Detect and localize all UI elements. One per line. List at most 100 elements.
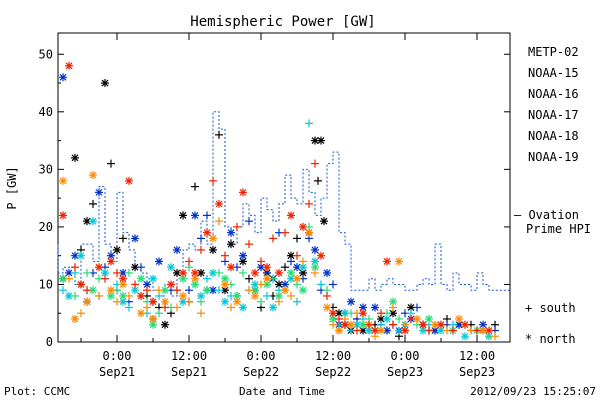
north-marker: [95, 263, 103, 272]
north-marker: [251, 291, 259, 300]
ovation-legend-line2: Prime HPI: [526, 222, 591, 236]
north-marker: [359, 309, 367, 318]
north-marker: [179, 211, 187, 220]
north-marker: [485, 326, 493, 335]
north-marker: [263, 263, 271, 272]
south-marker: [365, 320, 373, 329]
y-tick-label: 0: [46, 335, 53, 349]
south-marker: [143, 303, 151, 312]
north-marker: [455, 314, 463, 323]
x-tick-label-date: Sep22: [315, 365, 351, 379]
series-noaa-16: [59, 119, 493, 341]
north-marker: [101, 79, 109, 88]
south-marker: [323, 291, 331, 300]
south-marker: [293, 234, 301, 243]
y-tick-label: 40: [39, 105, 53, 119]
north-marker: [323, 268, 331, 277]
x-axis-ticks: 0:00 Sep21 12:00 Sep21 0:00 Sep22 12:00 Sep22 0:…: [80, 33, 495, 379]
north-marker: [191, 211, 199, 220]
south-marker: [245, 217, 253, 226]
south-marker: [233, 222, 241, 231]
south-marker: [305, 199, 313, 208]
north-marker: [191, 268, 199, 277]
x-tick-label-date: Sep23: [459, 365, 495, 379]
north-marker: [71, 153, 79, 162]
north-marker: [167, 280, 175, 289]
satellite-series: [59, 61, 499, 341]
south-marker: [293, 251, 301, 260]
chart-title: Hemispheric Power [GW]: [190, 14, 375, 30]
south-marker: [65, 274, 73, 283]
south-marker: [215, 268, 223, 277]
north-marker: [287, 211, 295, 220]
north-marker: [461, 332, 469, 341]
south-marker: [311, 159, 319, 168]
south-marker: [473, 326, 481, 335]
north-marker: [425, 314, 433, 323]
north-marker: [461, 320, 469, 329]
south-marker: [245, 240, 253, 249]
north-marker: [203, 286, 211, 295]
north-marker: [287, 268, 295, 277]
legend: METP-02 NOAA-15 NOAA-16 NOAA-17 NOAA-18 NOAA-…: [528, 45, 579, 164]
south-marker: [389, 303, 397, 312]
north-marker: [191, 280, 199, 289]
north-marker: [125, 176, 133, 185]
south-marker: [155, 309, 163, 318]
north-marker: [371, 326, 379, 335]
south-marker: [203, 274, 211, 283]
north-marker: [293, 274, 301, 283]
south-marker: [317, 280, 325, 289]
south-marker: [257, 257, 265, 266]
north-marker: [137, 291, 145, 300]
south-marker: [227, 303, 235, 312]
south-marker: [377, 309, 385, 318]
y-tick-label: 10: [39, 277, 53, 291]
south-marker: [299, 257, 307, 266]
south-marker: [281, 263, 289, 272]
north-marker: [89, 217, 97, 226]
south-marker: [125, 291, 133, 300]
south-marker: [131, 280, 139, 289]
north-marker: [239, 251, 247, 260]
north-marker: [251, 268, 259, 277]
north-marker: [341, 320, 349, 329]
north-marker: [329, 309, 337, 318]
south-marker: [287, 257, 295, 266]
y-axis-ticks: 0 10 20 30 40 50: [39, 47, 510, 349]
south-marker: [245, 286, 253, 295]
north-marker: [233, 297, 241, 306]
south-marker: [107, 159, 115, 168]
south-marker-legend: + south: [525, 301, 576, 315]
x-tick-label-time: 0:00: [103, 349, 132, 363]
north-marker: [167, 263, 175, 272]
x-tick-label-time: 12:00: [459, 349, 495, 363]
north-marker: [107, 286, 115, 295]
north-marker: [227, 228, 235, 237]
north-marker: [239, 303, 247, 312]
south-marker: [215, 130, 223, 139]
north-marker: [59, 73, 67, 82]
y-tick-label: 20: [39, 220, 53, 234]
north-marker: [137, 309, 145, 318]
south-marker: [89, 199, 97, 208]
plot-frame: [57, 32, 511, 343]
north-marker: [323, 303, 331, 312]
south-marker: [161, 303, 169, 312]
south-marker: [329, 320, 337, 329]
south-marker: [197, 245, 205, 254]
south-marker: [395, 314, 403, 323]
south-marker: [113, 297, 121, 306]
south-marker: [257, 297, 265, 306]
north-marker: [203, 228, 211, 237]
legend-entry: NOAA-19: [528, 150, 579, 164]
south-marker: [77, 309, 85, 318]
south-marker: [449, 326, 457, 335]
north-marker: [83, 297, 91, 306]
north-marker: [83, 217, 91, 226]
north-marker: [161, 320, 169, 329]
south-marker: [83, 286, 91, 295]
north-marker: [65, 61, 73, 70]
north-marker: [419, 320, 427, 329]
legend-entry: METP-02: [528, 45, 579, 59]
